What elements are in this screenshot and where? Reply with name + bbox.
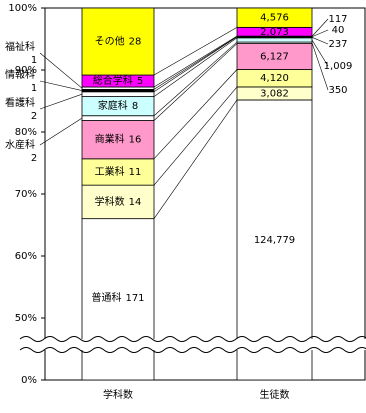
- connector-line: [153, 99, 238, 219]
- series-name: 総合学科: [93, 74, 133, 87]
- bar-segment: [81, 91, 155, 97]
- value-label: 1,009: [324, 61, 353, 72]
- value-label: 2: [31, 153, 37, 164]
- series-name: 学科数: [95, 195, 125, 208]
- series-name: 水産科: [5, 138, 35, 151]
- value-label: 4,120: [260, 73, 289, 84]
- value-label: 1: [31, 83, 37, 94]
- value-label: 171: [125, 293, 144, 304]
- connector-line: [153, 69, 238, 160]
- leader-line: [311, 42, 329, 91]
- series-name: 福祉科: [5, 40, 35, 53]
- connector-line: [153, 36, 238, 93]
- value-label: 2,073: [260, 27, 289, 38]
- bar-segment: [81, 218, 155, 381]
- value-label: 40: [332, 25, 345, 36]
- value-label: 4,576: [260, 13, 289, 24]
- bar-segment: [81, 7, 155, 76]
- bar-segment: [81, 184, 155, 220]
- connector-line: [153, 86, 238, 186]
- series-name: 情報科: [5, 68, 35, 81]
- x-tick-label: 生徒数: [260, 388, 290, 401]
- bar-segment: [81, 115, 155, 121]
- segment-label: 家庭科 8: [98, 99, 138, 112]
- y-tick-label: 90%: [15, 65, 37, 76]
- value-label: 1: [31, 55, 37, 66]
- series-name: 家庭科: [98, 99, 128, 112]
- segment-label: その他 28: [95, 35, 142, 48]
- value-label: 16: [129, 135, 142, 146]
- leader-line: [39, 117, 83, 146]
- segment-label: 学科数 14: [95, 195, 142, 208]
- connector-line: [153, 27, 238, 76]
- segment-label: 普通科 171: [91, 291, 144, 304]
- y-tick-label: 50%: [15, 313, 37, 324]
- leader-line: [311, 37, 329, 45]
- axis-break-line: [19, 336, 366, 342]
- connector-line: [153, 41, 238, 116]
- segment-label: 商業科 16: [95, 133, 142, 146]
- leader-line: [311, 18, 329, 37]
- series-name: 商業科: [95, 133, 125, 146]
- value-label: 28: [129, 37, 142, 48]
- axis-break-line: [19, 347, 366, 353]
- leader-line: [39, 93, 83, 110]
- leader-line: [311, 39, 329, 67]
- y-tick-label: 0%: [21, 375, 37, 386]
- series-name: 看護科: [5, 96, 35, 109]
- value-label: 2: [31, 111, 37, 122]
- connector-line: [153, 35, 238, 88]
- y-tick-label: 60%: [15, 251, 37, 262]
- value-label: 11: [129, 167, 142, 178]
- value-label: 350: [328, 85, 347, 96]
- connector-line: [153, 37, 238, 97]
- y-tick-label: 80%: [15, 127, 37, 138]
- connector-line: [153, 43, 238, 121]
- value-label: 14: [129, 197, 142, 208]
- bar-segment: [236, 37, 313, 43]
- value-label: 8: [132, 101, 138, 112]
- value-label: 124,779: [254, 235, 295, 246]
- connector-line: [153, 36, 238, 90]
- segment-label: 総合学科 5: [93, 74, 143, 87]
- axis-break-gap: [20, 339, 366, 350]
- bar-segment: [236, 7, 313, 28]
- y-tick-label: 100%: [8, 3, 37, 14]
- y-tick-label: 70%: [15, 189, 37, 200]
- bar-segment: [81, 120, 155, 160]
- value-label: 117: [328, 14, 347, 25]
- value-label: 237: [328, 39, 347, 50]
- leader-line: [311, 29, 329, 37]
- series-name: 工業科: [95, 165, 125, 178]
- leader-line: [39, 80, 83, 91]
- x-tick-label: 学科数: [103, 388, 133, 401]
- value-label: 5: [137, 76, 143, 87]
- bar-segment: [236, 99, 313, 381]
- series-name: その他: [95, 35, 125, 48]
- bar-segment: [236, 43, 313, 70]
- series-name: 普通科: [91, 291, 121, 304]
- leader-line: [39, 52, 83, 89]
- bar-segment: [81, 158, 155, 186]
- segment-label: 工業科 11: [95, 165, 142, 178]
- value-label: 3,082: [260, 88, 289, 99]
- value-label: 6,127: [260, 52, 289, 63]
